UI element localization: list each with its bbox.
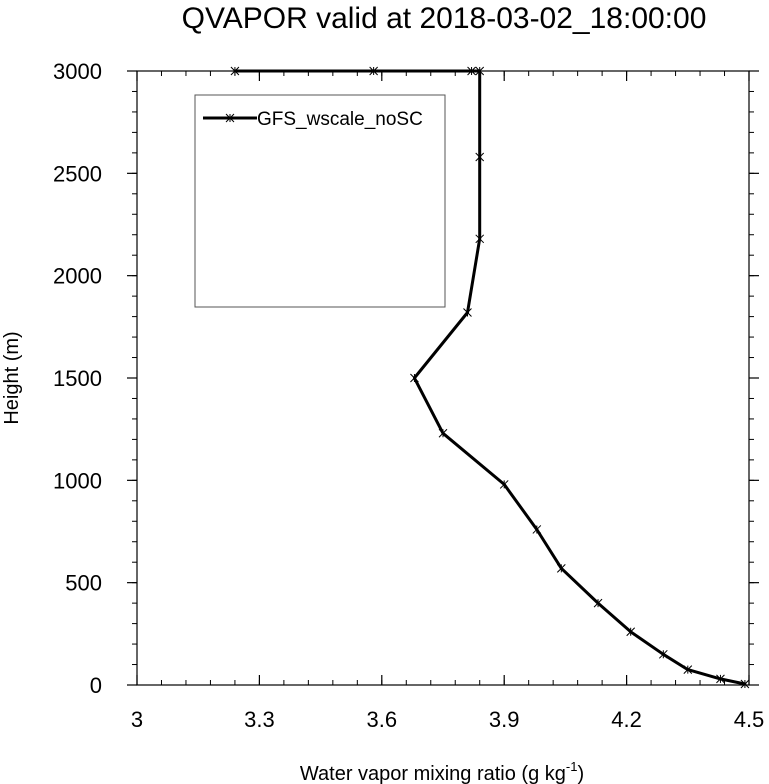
data-point: [593, 598, 603, 608]
series-line: [233, 69, 747, 686]
data-point: [499, 480, 509, 489]
data-point: [438, 428, 448, 438]
data-point: [556, 563, 566, 573]
series-GFS_wscale_noSC: [230, 66, 750, 689]
x-axis-ticks: 3 3.3 3.6 3.9 4.2 4.5: [131, 71, 764, 732]
data-point: [658, 649, 668, 659]
y-tick-label: 2500: [53, 161, 102, 186]
y-tick-label: 500: [65, 571, 102, 596]
y-tick-label: 1000: [53, 468, 102, 493]
y-axis-label: Height (m): [1, 331, 23, 424]
data-point: [467, 66, 476, 76]
data-point: [475, 152, 485, 162]
legend-label: GFS_wscale_noSC: [257, 109, 423, 130]
y-tick-label: 2000: [53, 264, 102, 289]
data-point: [475, 234, 485, 244]
x-tick-label: 3.6: [367, 707, 398, 732]
data-point: [740, 679, 750, 689]
data-point: [716, 674, 725, 684]
data-point: [626, 627, 636, 637]
y-tick-label: 1500: [53, 366, 102, 391]
x-axis-label-text: Water vapor mixing ratio (g kg: [300, 763, 566, 784]
x-axis-label: Water vapor mixing ratio (g kg-1): [300, 759, 584, 784]
data-point: [683, 665, 693, 675]
data-point: [532, 525, 542, 534]
axes-frame: [136, 70, 750, 686]
x-axis-label-sup: -1: [566, 759, 578, 774]
x-tick-label: 3.3: [244, 707, 275, 732]
chart-title: QVAPOR valid at 2018-03-02_18:00:00: [182, 2, 707, 35]
legend: GFS_wscale_noSC: [194, 94, 446, 308]
x-tick-label: 3.9: [489, 707, 520, 732]
y-tick-label: 3000: [53, 59, 102, 84]
x-tick-label: 4.2: [611, 707, 642, 732]
series-layer: [230, 66, 750, 689]
x-tick-label: 4.5: [734, 707, 765, 732]
data-point: [475, 66, 485, 76]
legend-box: [194, 94, 446, 308]
y-tick-label: 0: [90, 673, 102, 698]
legend-marker: [225, 113, 235, 123]
data-point: [230, 66, 240, 76]
plot-frame: [136, 70, 750, 686]
x-axis-label-end: ): [577, 763, 584, 784]
data-point: [463, 308, 472, 317]
y-axis-ticks: 0 500 1000 1500 2000 2500 3000: [53, 59, 759, 698]
x-tick-label: 3: [131, 707, 143, 732]
data-point: [410, 373, 419, 383]
data-point: [369, 66, 378, 76]
